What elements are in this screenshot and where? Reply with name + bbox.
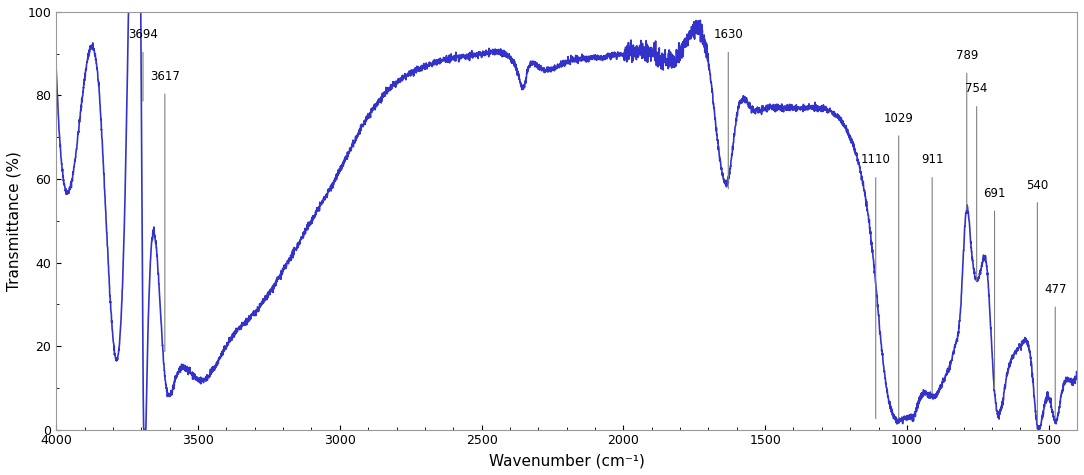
Text: 754: 754 xyxy=(966,83,988,95)
Text: 1630: 1630 xyxy=(713,28,744,41)
Text: 477: 477 xyxy=(1044,283,1067,296)
Text: 3694: 3694 xyxy=(128,28,158,41)
Text: 691: 691 xyxy=(983,187,1006,200)
X-axis label: Wavenumber (cm⁻¹): Wavenumber (cm⁻¹) xyxy=(489,453,645,468)
Text: 3617: 3617 xyxy=(150,70,180,83)
Text: 540: 540 xyxy=(1027,179,1048,191)
Text: 1110: 1110 xyxy=(861,153,891,167)
Text: 1029: 1029 xyxy=(883,112,914,125)
Text: 911: 911 xyxy=(921,153,943,167)
Y-axis label: Transmittance (%): Transmittance (%) xyxy=(7,151,22,291)
Text: 789: 789 xyxy=(956,49,978,62)
